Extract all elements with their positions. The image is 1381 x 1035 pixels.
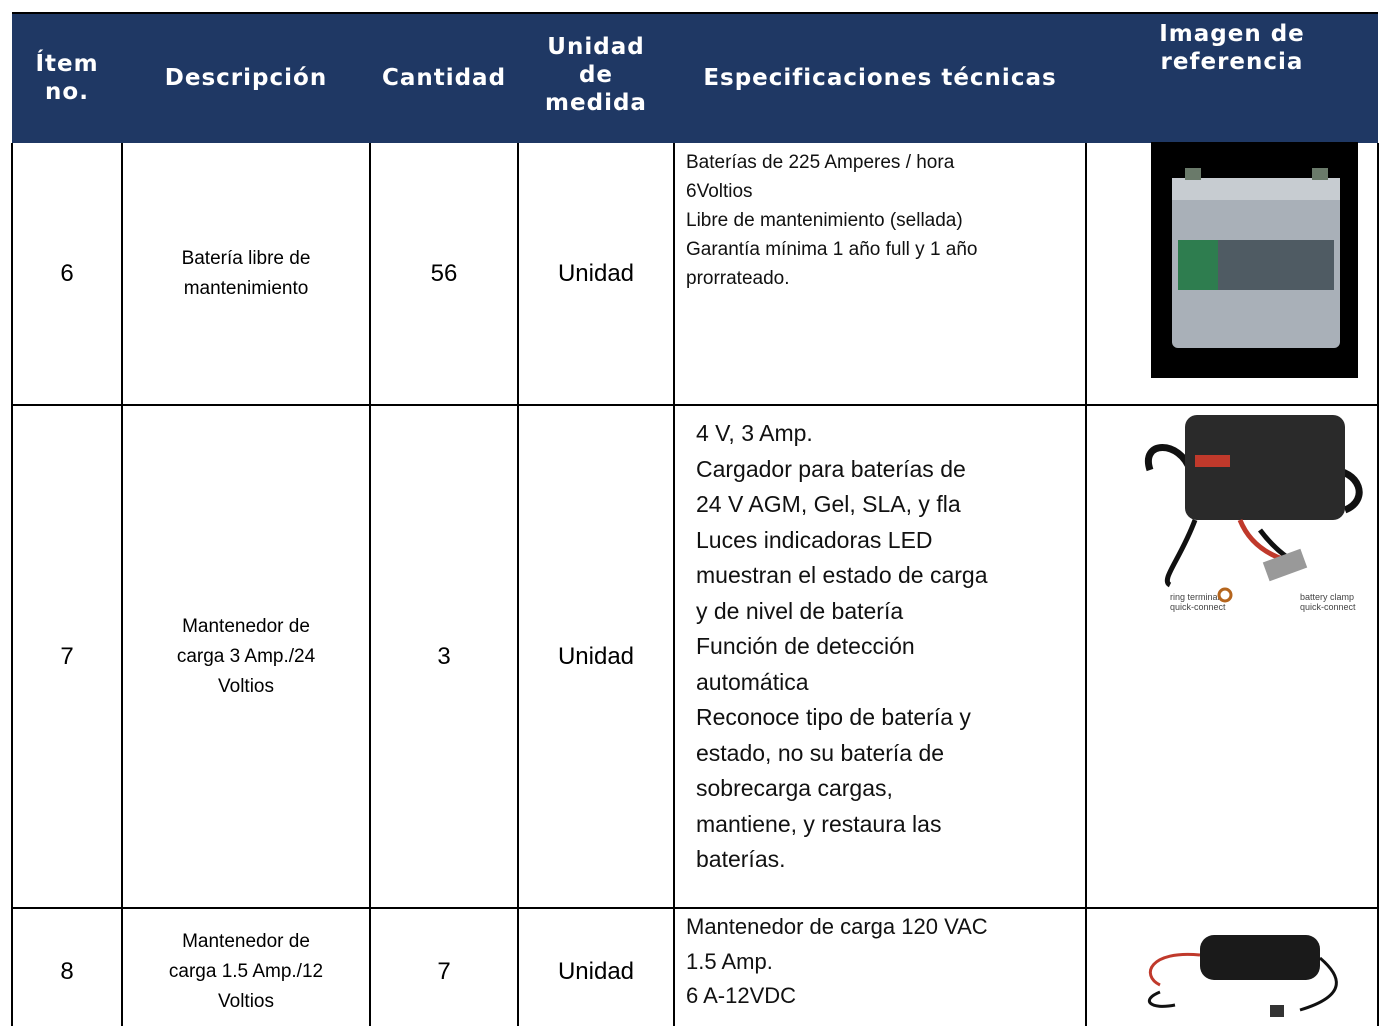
column-border xyxy=(11,143,13,1026)
text-line: estado, no su batería de xyxy=(696,739,945,766)
text-line: Reconoce tipo de batería y xyxy=(696,704,971,730)
row-border xyxy=(12,907,1378,909)
text-line: 4 V, 3 Amp. xyxy=(696,420,813,446)
column-border xyxy=(517,143,519,1026)
header-cell: Unidad de medida xyxy=(518,12,674,143)
text-line: Imagen de xyxy=(1159,21,1305,47)
text-line: Unidad xyxy=(547,33,645,60)
quantity-cell: 56 xyxy=(370,143,518,405)
text-line: 7 xyxy=(60,642,74,670)
text-line: 24 V AGM, Gel, SLA, y fla xyxy=(696,491,961,517)
text-line: Unidad xyxy=(557,642,635,670)
item-cell: 6 xyxy=(12,143,122,405)
text-line: Batería libre de xyxy=(181,248,311,269)
row-border xyxy=(12,404,1378,406)
text-line: sobrecarga cargas, xyxy=(696,775,893,801)
item-cell: 8 xyxy=(12,908,122,1035)
item-cell: 7 xyxy=(12,405,122,908)
text-line: Libre de mantenimiento (sellada) xyxy=(686,210,963,231)
text-line: Unidad xyxy=(557,260,635,287)
text-line: no. xyxy=(45,78,89,105)
text-line: mantiene, y restaura las xyxy=(696,810,942,837)
text-line: 8 xyxy=(60,957,74,985)
header-cell: Especificaciones técnicas xyxy=(674,12,1086,143)
column-border xyxy=(121,143,123,1026)
text-line: mantenimiento xyxy=(183,278,309,299)
unit-cell: Unidad xyxy=(518,405,674,908)
quantity-cell: 7 xyxy=(370,908,518,1035)
text-line: de xyxy=(578,61,614,88)
column-border xyxy=(369,143,371,1026)
header-cell: Descripción xyxy=(122,12,370,143)
text-line: automática xyxy=(696,668,809,695)
text-line: 6 A-12VDC xyxy=(686,983,797,1008)
column-border xyxy=(1377,143,1379,1026)
text-line: Baterías de 225 Amperes / hora xyxy=(686,152,955,173)
text-line: Cargador para baterías de xyxy=(696,455,966,482)
text-line: TA06-225 xyxy=(1250,272,1285,281)
description-cell: Batería libre de mantenimiento xyxy=(122,143,370,405)
text-line: muestran el estado de carga xyxy=(696,562,988,588)
text-line: Voltios xyxy=(218,990,274,1012)
text-line: medida xyxy=(545,89,647,116)
charger-image xyxy=(1144,415,1363,603)
header-cell: Ítem no. xyxy=(12,12,122,143)
text-line: Garantía mínima 1 año full y 1 año xyxy=(686,239,978,260)
row-border xyxy=(12,12,1378,14)
text-line: 6Voltios xyxy=(686,181,753,202)
column-border xyxy=(673,143,675,1026)
text-line: Luces indicadoras LED xyxy=(696,526,933,553)
text-line: Ítem xyxy=(35,50,99,77)
text-line: Mantenedor de xyxy=(182,615,310,637)
text-line: Descripción xyxy=(164,64,328,91)
text-line: Función de detección xyxy=(696,633,915,659)
unit-cell: Unidad xyxy=(518,908,674,1035)
text-line: y de nivel de batería xyxy=(696,597,904,624)
header-cell: Imagen de referencia xyxy=(1086,12,1378,143)
unit-cell: Unidad xyxy=(518,143,674,405)
text-line: 6 xyxy=(60,260,74,287)
text-line: 3 xyxy=(437,642,451,670)
quantity-cell: 3 xyxy=(370,405,518,908)
text-line: Cantidad xyxy=(381,64,507,91)
battery-image xyxy=(1151,142,1358,378)
text-line: 1.5 Amp. xyxy=(686,948,773,974)
text-line: prorrateado. xyxy=(686,268,790,289)
text-line: referencia xyxy=(1160,49,1304,75)
text-line: Mantenedor de carga 120 VAC xyxy=(686,914,988,939)
header-cell: Cantidad xyxy=(370,12,518,143)
text-line: ring terminal xyxy=(1170,592,1220,602)
column-border xyxy=(1085,143,1087,1026)
text-line: 56 xyxy=(430,260,458,287)
text-line: battery clamp xyxy=(1300,592,1355,602)
text-line: quick-connect xyxy=(1170,602,1226,612)
text-line: baterías. xyxy=(696,846,786,872)
text-line: carga 1.5 Amp./12 xyxy=(168,960,324,982)
text-line: Unidad xyxy=(557,957,635,985)
text-line: Especificaciones técnicas xyxy=(703,64,1057,91)
text-line: 7 xyxy=(437,957,451,985)
maintainer-image xyxy=(1147,935,1338,1017)
description-cell: Mantenedor de carga 3 Amp./24 Voltios xyxy=(122,405,370,908)
text-line: Voltios xyxy=(218,675,274,697)
description-cell: Mantenedor de carga 1.5 Amp./12 Voltios xyxy=(122,908,370,1035)
text-line: Mantenedor de xyxy=(182,930,310,952)
text-line: carga 3 Amp./24 xyxy=(176,645,316,667)
text-line: quick-connect xyxy=(1300,602,1356,612)
